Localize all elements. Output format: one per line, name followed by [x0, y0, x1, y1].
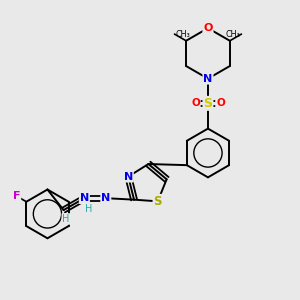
Text: O: O — [203, 23, 213, 33]
Text: CH₃: CH₃ — [225, 30, 240, 39]
Text: N: N — [80, 193, 89, 203]
Text: F: F — [13, 191, 20, 201]
Text: S: S — [154, 195, 162, 208]
Text: H: H — [85, 205, 92, 214]
Text: N: N — [124, 172, 133, 182]
Text: O: O — [216, 98, 225, 108]
Text: CH₃: CH₃ — [176, 30, 191, 39]
Text: S: S — [203, 97, 212, 110]
Text: O: O — [191, 98, 200, 108]
Text: H: H — [62, 214, 70, 224]
Text: N: N — [203, 74, 213, 84]
Text: N: N — [101, 193, 110, 203]
